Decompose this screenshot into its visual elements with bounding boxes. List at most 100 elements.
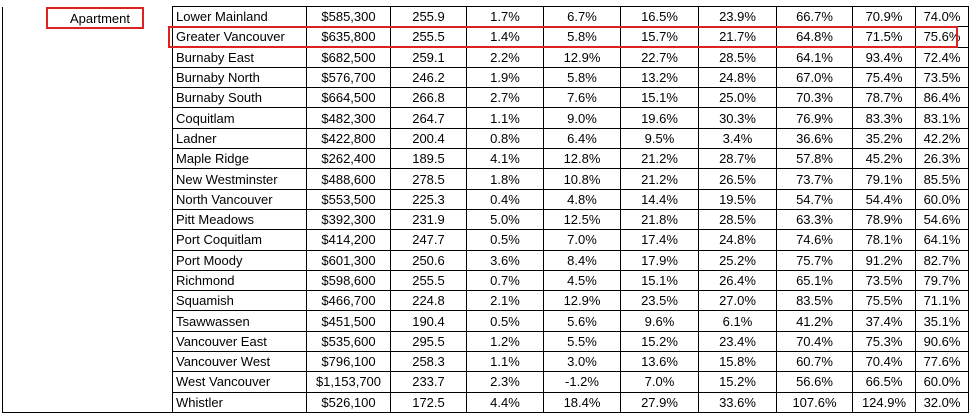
value-cell: 75.7% — [776, 249, 853, 271]
value-cell: $488,600 — [306, 168, 391, 190]
value-cell: 77.6% — [915, 351, 969, 373]
value-cell: 33.6% — [698, 391, 777, 413]
value-cell: 70.4% — [852, 351, 916, 373]
value-cell: 15.1% — [620, 87, 699, 109]
value-cell: $664,500 — [306, 87, 391, 109]
value-cell: 12.5% — [543, 208, 621, 231]
value-cell: 9.5% — [620, 127, 699, 150]
value-cell: $526,100 — [306, 391, 391, 413]
region-cell: North Vancouver — [172, 188, 307, 210]
value-cell: 3.6% — [466, 249, 544, 271]
value-cell: 60.0% — [915, 188, 969, 210]
value-cell: 23.4% — [698, 330, 777, 353]
value-cell: 9.6% — [620, 310, 699, 332]
value-cell: 54.7% — [776, 188, 853, 210]
value-cell: 172.5 — [390, 391, 467, 413]
value-cell: 1.7% — [466, 5, 544, 28]
value-cell: 5.5% — [543, 330, 621, 353]
value-cell: 26.4% — [698, 269, 777, 292]
value-cell: 74.6% — [776, 229, 853, 251]
value-cell: 24.8% — [698, 229, 777, 251]
value-cell: 45.2% — [852, 148, 916, 170]
table-row: Port Coquitlam $414,200 247.7 0.5% 7.0% 17.4%… — [3, 229, 969, 251]
value-cell: 76.9% — [776, 107, 853, 129]
value-cell: 224.8 — [390, 290, 467, 312]
value-cell: 12.9% — [543, 290, 621, 312]
value-cell: 1.1% — [466, 107, 544, 129]
value-cell: $585,300 — [306, 5, 391, 28]
value-cell: 18.4% — [543, 391, 621, 413]
value-cell: 21.2% — [620, 148, 699, 170]
value-cell: $576,700 — [306, 66, 391, 89]
value-cell: 56.6% — [776, 371, 853, 393]
value-cell: 21.8% — [620, 208, 699, 231]
value-cell: 3.0% — [543, 351, 621, 373]
value-cell: 266.8 — [390, 87, 467, 109]
value-cell: 278.5 — [390, 168, 467, 190]
value-cell: 7.0% — [543, 229, 621, 251]
value-cell: 73.5% — [915, 66, 969, 89]
region-cell: Port Moody — [172, 249, 307, 271]
value-cell: 90.6% — [915, 330, 969, 353]
value-cell: 246.2 — [390, 66, 467, 89]
value-cell: 27.9% — [620, 391, 699, 413]
region-cell: Maple Ridge — [172, 148, 307, 170]
value-cell: 72.4% — [915, 46, 969, 68]
value-cell: 12.9% — [543, 46, 621, 68]
value-cell: 5.0% — [466, 208, 544, 231]
value-cell: $553,500 — [306, 188, 391, 210]
value-cell: 64.1% — [776, 46, 853, 68]
value-cell: 2.3% — [466, 371, 544, 393]
table-row: Port Moody $601,300 250.6 3.6% 8.4% 17.9% 25.2… — [3, 249, 969, 271]
value-cell: 15.2% — [698, 371, 777, 393]
value-cell: $535,600 — [306, 330, 391, 353]
value-cell: 189.5 — [390, 148, 467, 170]
value-cell: 63.3% — [776, 208, 853, 231]
value-cell: 78.7% — [852, 87, 916, 109]
value-cell: 86.4% — [915, 87, 969, 109]
value-cell: 64.1% — [915, 229, 969, 251]
region-cell: Tsawwassen — [172, 310, 307, 332]
table-row: Ladner $422,800 200.4 0.8% 6.4% 9.5% 3.4% 36.6%… — [3, 127, 969, 150]
value-cell: 0.4% — [466, 188, 544, 210]
value-cell: 15.8% — [698, 351, 777, 373]
value-cell: $451,500 — [306, 310, 391, 332]
value-cell: 42.2% — [915, 127, 969, 150]
region-cell: New Westminster — [172, 168, 307, 190]
value-cell: 28.5% — [698, 208, 777, 231]
value-cell: $482,300 — [306, 107, 391, 129]
value-cell: 23.9% — [698, 5, 777, 28]
value-cell: $262,400 — [306, 148, 391, 170]
value-cell: 60.7% — [776, 351, 853, 373]
value-cell: 6.4% — [543, 127, 621, 150]
value-cell: 200.4 — [390, 127, 467, 150]
region-cell: Squamish — [172, 290, 307, 312]
value-cell: 70.9% — [852, 5, 916, 28]
value-cell: 83.5% — [776, 290, 853, 312]
value-cell: 15.1% — [620, 269, 699, 292]
region-cell: Port Coquitlam — [172, 229, 307, 251]
table-row: New Westminster $488,600 278.5 1.8% 10.8% 21.… — [3, 168, 969, 190]
value-cell: 19.6% — [620, 107, 699, 129]
value-cell: 71.1% — [915, 290, 969, 312]
value-cell: 259.1 — [390, 46, 467, 68]
value-cell: 30.3% — [698, 107, 777, 129]
value-cell: 255.5 — [390, 269, 467, 292]
value-cell: 6.1% — [698, 310, 777, 332]
value-cell: 1.9% — [466, 66, 544, 89]
value-cell: 4.4% — [466, 391, 544, 413]
value-cell: 225.3 — [390, 188, 467, 210]
value-cell: 25.0% — [698, 87, 777, 109]
region-cell: Pitt Meadows — [172, 208, 307, 231]
value-cell: $598,600 — [306, 269, 391, 292]
value-cell: 1.8% — [466, 168, 544, 190]
value-cell: 1.1% — [466, 351, 544, 373]
region-cell: Burnaby East — [172, 46, 307, 68]
value-cell: 0.7% — [466, 269, 544, 292]
value-cell: -1.2% — [543, 371, 621, 393]
value-cell: 107.6% — [776, 391, 853, 413]
value-cell: 67.0% — [776, 66, 853, 89]
table-row: West Vancouver $1,153,700 233.7 2.3% -1.2% 7.… — [3, 371, 969, 393]
value-cell: $392,300 — [306, 208, 391, 231]
